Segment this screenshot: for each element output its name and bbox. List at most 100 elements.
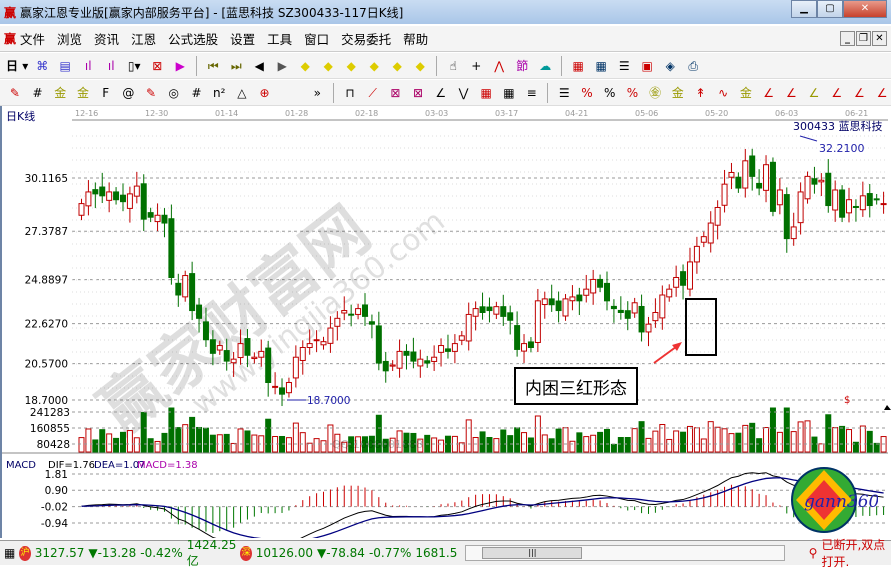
gold-lines-icon[interactable]: 金 bbox=[671, 85, 684, 100]
last-icon[interactable]: ⏭ bbox=[230, 58, 242, 73]
report-icon[interactable]: ☰ bbox=[618, 58, 630, 73]
chart-canvas[interactable]: 日K线 12-16 12-30 01-14 01-28 02-18 03-03 03-17 04… bbox=[2, 106, 891, 538]
volume-bar bbox=[852, 441, 859, 453]
section-icon[interactable]: 節 bbox=[516, 58, 529, 73]
volume-bar bbox=[202, 427, 209, 453]
gold-circle-icon[interactable]: ㊎ bbox=[649, 85, 662, 100]
wave-icon[interactable]: ∿ bbox=[718, 85, 729, 100]
candle-up bbox=[237, 343, 244, 359]
minimize-button[interactable]: ▁ bbox=[791, 0, 817, 18]
menu-browse[interactable]: 浏览 bbox=[57, 32, 83, 47]
menu-tools[interactable]: 工具 bbox=[267, 32, 293, 47]
candle-up bbox=[126, 193, 133, 209]
bars-icon[interactable]: ☰ bbox=[558, 85, 570, 100]
crosshair-icon[interactable]: + bbox=[471, 58, 482, 73]
bars9-icon[interactable]: ıl bbox=[107, 58, 115, 73]
volume-bar bbox=[327, 424, 334, 453]
gold-angle-icon[interactable]: ∠ bbox=[808, 85, 820, 100]
win-angle-icon[interactable]: ∠ bbox=[854, 85, 865, 100]
diamond-all-icon[interactable]: ◆ bbox=[415, 58, 425, 73]
grid-line-icon[interactable]: # bbox=[32, 85, 43, 100]
mdi-close-button[interactable]: ✕ bbox=[872, 31, 887, 46]
horizontal-scrollbar[interactable]: ||| bbox=[465, 545, 785, 561]
mdi-restore-button[interactable]: ❐ bbox=[856, 31, 871, 46]
mdi-minimize-button[interactable]: _ bbox=[840, 31, 855, 46]
diamond-expand-icon[interactable]: ◆ bbox=[346, 58, 356, 73]
switch-icon[interactable]: ⊠ bbox=[152, 58, 163, 73]
gann-box-icon[interactable]: ⊠ bbox=[390, 85, 401, 100]
hand-icon[interactable]: ☝ bbox=[449, 58, 457, 73]
diamond-cross-icon[interactable]: ◆ bbox=[392, 58, 402, 73]
price-tick: 18.7000 bbox=[25, 395, 68, 407]
percent-line-icon[interactable]: % bbox=[581, 85, 593, 100]
diamond-right-icon[interactable]: ◆ bbox=[323, 58, 333, 73]
angle-icon[interactable]: ∠ bbox=[435, 85, 447, 100]
grid2-icon[interactable]: ▦ bbox=[503, 85, 515, 100]
pen-icon[interactable]: ✎ bbox=[9, 85, 20, 100]
grid-icon[interactable]: ▦ bbox=[480, 85, 492, 100]
close-button[interactable]: ✕ bbox=[843, 0, 887, 18]
calculator-icon[interactable]: ▦ bbox=[4, 546, 16, 560]
scroll-thumb[interactable]: ||| bbox=[482, 547, 583, 559]
menu-window[interactable]: 窗口 bbox=[304, 32, 330, 47]
j-angle-icon[interactable]: ∠ bbox=[763, 85, 774, 100]
candle-down bbox=[119, 194, 126, 203]
chart-icon[interactable]: ⌘ bbox=[36, 58, 49, 73]
network-icon[interactable]: ◈ bbox=[665, 58, 675, 73]
candle-icon[interactable]: ▯▾ bbox=[127, 58, 141, 73]
lines-icon[interactable]: ≡ bbox=[526, 85, 537, 100]
percent-icon[interactable]: % bbox=[603, 85, 616, 100]
candle-up bbox=[541, 298, 548, 306]
target-icon[interactable]: ⊕ bbox=[259, 85, 270, 100]
kline-chart[interactable]: 日K线 12-16 12-30 01-14 01-28 02-18 03-03 03-17 04… bbox=[0, 106, 891, 538]
f-angle-icon[interactable]: ∠ bbox=[785, 85, 797, 100]
maximize-button[interactable]: ▢ bbox=[817, 0, 843, 18]
box-icon[interactable]: ⊓ bbox=[345, 85, 355, 100]
fan-icon[interactable]: ⟋ bbox=[368, 85, 377, 100]
left-icon[interactable]: ◀ bbox=[254, 58, 264, 73]
volume-bar bbox=[769, 407, 776, 453]
god-angle-icon[interactable]: ∠ bbox=[831, 85, 843, 100]
circle-icon[interactable]: ◎ bbox=[168, 85, 180, 100]
menu-gann[interactable]: 江恩 bbox=[131, 32, 157, 47]
first-icon[interactable]: ⏮ bbox=[207, 58, 219, 73]
menu-help[interactable]: 帮助 bbox=[403, 32, 429, 47]
line-icon[interactable]: ⋀ bbox=[494, 58, 505, 73]
volume-bar bbox=[576, 432, 583, 453]
rocket-icon[interactable]: ↟ bbox=[695, 85, 706, 100]
gann-grid-icon[interactable]: ⊠ bbox=[413, 85, 424, 100]
bars3-icon[interactable]: ıl bbox=[84, 58, 92, 73]
percent-lines-icon[interactable]: % bbox=[626, 85, 639, 100]
cloud-icon[interactable]: ☁ bbox=[539, 58, 552, 73]
menu-info[interactable]: 资讯 bbox=[94, 32, 120, 47]
more-icon[interactable]: » bbox=[313, 85, 321, 100]
menu-settings[interactable]: 设置 bbox=[230, 32, 256, 47]
calendar-icon[interactable]: ▦ bbox=[572, 58, 584, 73]
calculator-icon[interactable]: ▦ bbox=[595, 58, 607, 73]
spiral-icon[interactable]: @ bbox=[122, 85, 135, 100]
diamond-left-icon[interactable]: ◆ bbox=[300, 58, 310, 73]
volume-bar bbox=[140, 412, 147, 453]
menu-trade[interactable]: 交易委托 bbox=[341, 32, 392, 47]
parallel-icon[interactable]: # bbox=[191, 85, 202, 100]
n2-icon[interactable]: n² bbox=[212, 85, 226, 100]
period-select[interactable]: 日 ▾ bbox=[6, 59, 29, 73]
flag-icon[interactable]: ▶ bbox=[175, 58, 185, 73]
four-angle-icon[interactable]: ∠ bbox=[876, 85, 888, 100]
diamond-shrink-icon[interactable]: ◆ bbox=[369, 58, 379, 73]
menu-formula[interactable]: 公式选股 bbox=[168, 32, 219, 47]
ruler-icon[interactable]: ✎ bbox=[146, 85, 157, 100]
candle-up bbox=[804, 175, 811, 200]
volume-bar bbox=[223, 433, 230, 453]
menu-file[interactable]: 文件 bbox=[20, 32, 46, 47]
print-icon[interactable]: ⎙ bbox=[688, 58, 699, 73]
gold-line-icon[interactable]: 金 bbox=[54, 85, 67, 100]
right-icon[interactable]: ▶ bbox=[277, 58, 287, 73]
gold-icon[interactable]: 金 bbox=[739, 85, 752, 100]
zigzag-icon[interactable]: ⋁ bbox=[458, 85, 469, 100]
gold-line2-icon[interactable]: 金 bbox=[76, 85, 89, 100]
note-icon[interactable]: ▤ bbox=[59, 58, 71, 73]
fib-line-icon[interactable]: F bbox=[102, 85, 110, 100]
save-icon[interactable]: ▣ bbox=[641, 58, 653, 73]
triangle-icon[interactable]: △ bbox=[237, 85, 247, 100]
